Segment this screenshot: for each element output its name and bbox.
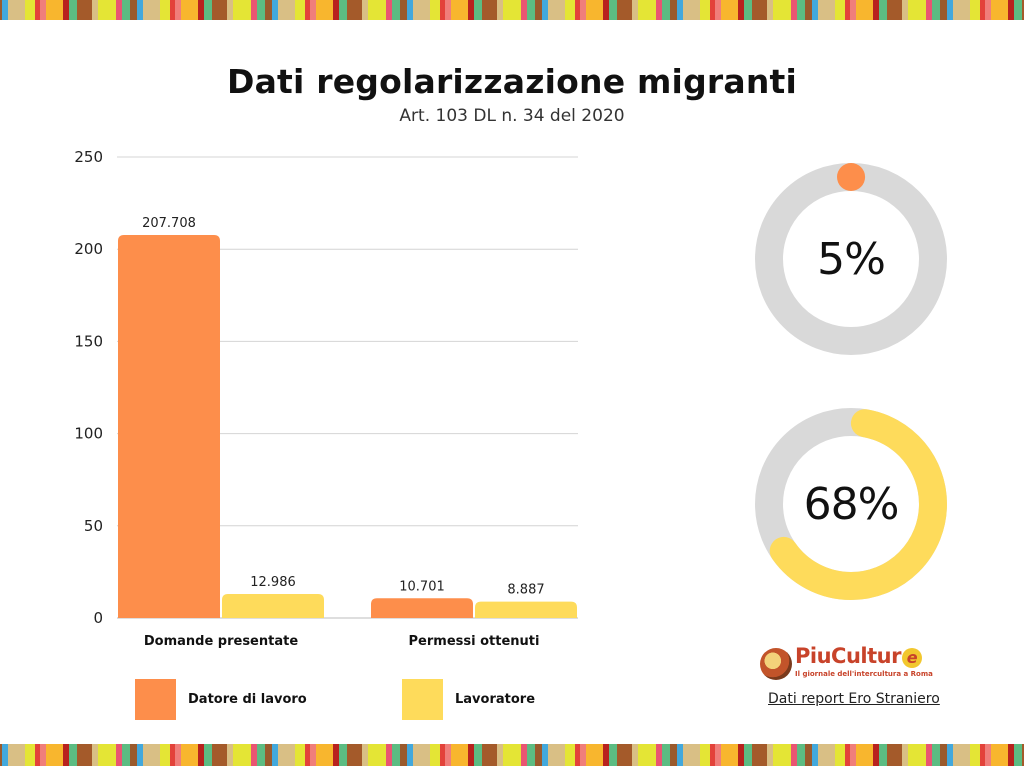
bar-lavoratore-0 [222, 594, 324, 618]
bar-datore-di-lavoro-1 [371, 598, 473, 618]
y-tick-label: 100 [74, 425, 103, 443]
donut-ring-lavoratore [755, 408, 947, 600]
decorative-stripe-bottom [0, 744, 1024, 766]
y-tick-label: 150 [74, 332, 103, 350]
logo-name-end: e [901, 648, 922, 668]
value-label: 8.887 [507, 583, 544, 598]
donut-value-arc [755, 163, 947, 355]
logo-emblem-icon [760, 648, 792, 680]
legend-swatch-datore [135, 679, 176, 720]
donut-ring-datore [755, 163, 947, 355]
legend-item-datore: Datore di lavoro [135, 679, 307, 720]
piucultura-logo[interactable]: PiuCultur e Il giornale dell'intercultura… [760, 644, 935, 682]
category-labels: Domande presentate Permessi ottenuti [144, 634, 540, 649]
logo-name-text: PiuCultur [795, 644, 901, 668]
bar-datore-di-lavoro-0 [118, 234, 220, 618]
logo-tagline: Il giornale dell'intercultura a Roma [795, 670, 933, 678]
legend-item-lavoratore: Lavoratore [402, 679, 535, 720]
page-subtitle: Art. 103 DL n. 34 del 2020 [399, 106, 625, 126]
bars [118, 234, 577, 618]
y-tick-label: 0 [93, 609, 103, 627]
y-axis-ticks: 0 50 100 150 200 250 [74, 148, 103, 627]
y-tick-label: 250 [74, 148, 103, 166]
legend-label-datore: Datore di lavoro [188, 692, 307, 707]
y-tick-label: 50 [84, 517, 103, 535]
source-link[interactable]: Dati report Ero Straniero [768, 691, 940, 707]
page-title: Dati regolarizzazione migranti [226, 62, 798, 101]
donut-value-arc [755, 408, 947, 600]
value-label: 10.701 [399, 579, 445, 594]
legend-label-lavoratore: Lavoratore [455, 692, 536, 707]
donut-chart-lavoratore: 68% [755, 408, 947, 600]
decorative-stripe-top [0, 0, 1024, 20]
donut-percent-lavoratore: 68% [803, 478, 900, 530]
donut-chart-datore: 5% [755, 163, 947, 355]
donut-percent-datore: 5% [817, 233, 886, 285]
legend-swatch-lavoratore [402, 679, 443, 720]
bar-lavoratore-1 [475, 601, 577, 618]
value-label: 12.986 [250, 575, 296, 590]
value-label: 207.708 [142, 216, 196, 231]
y-tick-label: 200 [74, 240, 103, 258]
logo-name: PiuCultur e [795, 644, 922, 668]
category-label: Domande presentate [144, 634, 298, 649]
category-label: Permessi ottenuti [409, 634, 540, 649]
value-labels: 207.708 12.986 10.701 8.887 [142, 216, 544, 598]
